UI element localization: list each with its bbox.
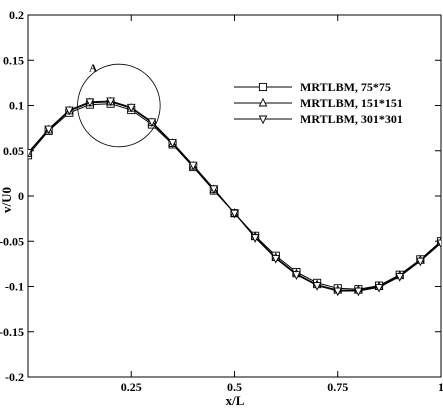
ticks: 0.25 0.5 0.75 1 -0.2 -0.15 -0.1 -0.05 0 0.05 0.1 0.… bbox=[0, 8, 443, 394]
y-tick-label: 0.1 bbox=[9, 99, 24, 113]
y-tick-label: 0.15 bbox=[3, 53, 24, 67]
x-tick-label: 0.5 bbox=[227, 380, 242, 394]
legend-label: MRTLBM, 75*75 bbox=[300, 80, 391, 94]
x-tick-label: 0.75 bbox=[327, 380, 348, 394]
data-point bbox=[312, 282, 322, 291]
y-tick-label: 0 bbox=[18, 189, 24, 203]
data-point bbox=[44, 125, 53, 135]
data-point bbox=[436, 239, 441, 249]
data-point bbox=[416, 257, 425, 267]
data-point bbox=[250, 234, 260, 243]
annotation-label: A bbox=[89, 63, 97, 75]
data-point bbox=[168, 139, 177, 148]
y-tick-label: -0.2 bbox=[5, 370, 24, 384]
y-tick-label: -0.15 bbox=[0, 325, 24, 339]
data-point bbox=[106, 97, 115, 107]
series-line bbox=[28, 100, 441, 292]
data-point bbox=[333, 287, 343, 297]
legend-label: MRTLBM, 301*301 bbox=[300, 112, 403, 126]
data-point bbox=[188, 161, 198, 171]
data-point bbox=[354, 287, 363, 297]
series-2 bbox=[28, 96, 441, 294]
data-point bbox=[85, 98, 95, 108]
y-tick-label: -0.05 bbox=[0, 234, 24, 248]
data-point bbox=[209, 185, 219, 194]
series-1 bbox=[28, 99, 441, 294]
data-point bbox=[292, 271, 301, 280]
data-point bbox=[230, 209, 239, 219]
data-point bbox=[28, 149, 33, 158]
series-line bbox=[28, 103, 441, 290]
legend-marker bbox=[258, 97, 268, 107]
x-tick-label: 1 bbox=[438, 380, 443, 394]
data-point bbox=[126, 103, 136, 113]
legend-label: MRTLBM, 151*151 bbox=[300, 96, 403, 110]
data-point bbox=[271, 254, 281, 264]
legend-marker bbox=[258, 115, 268, 125]
y-tick-label: 0.2 bbox=[9, 8, 24, 22]
annotation-circle bbox=[77, 63, 161, 148]
y-tick-label: 0.05 bbox=[3, 144, 24, 158]
x-axis-label: x/L bbox=[226, 393, 245, 408]
annotation-layer: A bbox=[77, 63, 161, 148]
data-point bbox=[147, 118, 157, 127]
x-tick-label: 0.25 bbox=[121, 380, 142, 394]
legend-marker bbox=[258, 82, 268, 92]
series-3 bbox=[28, 97, 441, 297]
series-layer bbox=[28, 96, 441, 297]
data-point bbox=[64, 106, 74, 116]
data-point bbox=[374, 283, 384, 293]
legend: MRTLBM, 75*75 MRTLBM, 151*151 MRTLBM, 301*… bbox=[234, 80, 403, 126]
series-line bbox=[28, 101, 441, 291]
data-point bbox=[395, 273, 405, 282]
y-tick-label: -0.1 bbox=[5, 280, 24, 294]
y-axis-label: v/U0 bbox=[0, 187, 14, 213]
